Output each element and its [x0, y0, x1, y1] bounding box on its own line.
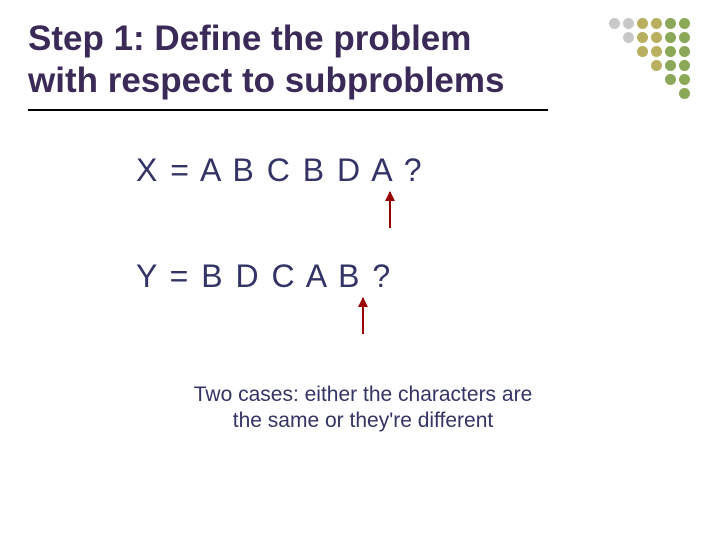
arrow-head-icon — [385, 191, 395, 201]
caption-text: Two cases: either the characters are the… — [178, 382, 548, 435]
arrow-up-y — [362, 298, 364, 334]
arrow-head-icon — [358, 297, 368, 307]
title-divider — [28, 109, 548, 111]
decorative-dots — [607, 16, 702, 111]
equation-x: X = A B C B D A ? — [136, 152, 423, 189]
arrow-up-x — [389, 192, 391, 228]
slide-title: Step 1: Define the problem with respect … — [28, 18, 528, 102]
equation-y: Y = B D C A B ? — [136, 258, 392, 295]
